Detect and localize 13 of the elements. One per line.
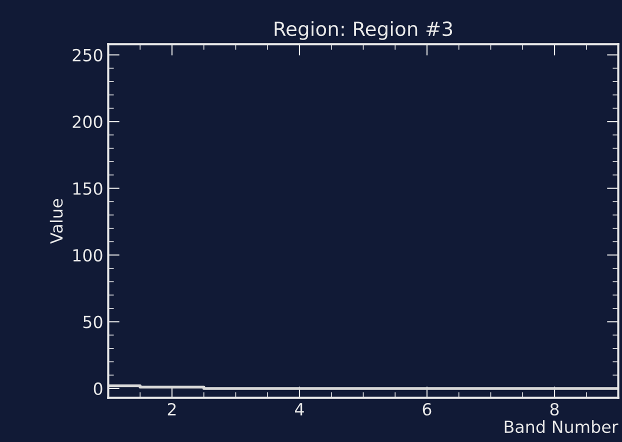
x-tick-label: 8 — [550, 402, 559, 416]
y-tick-label: 0 — [94, 382, 102, 396]
y-tick-label: 50 — [83, 316, 102, 328]
x-tick-label: 6 — [422, 402, 432, 416]
y-tick-label: 100 — [73, 248, 102, 262]
y-tick-label: 150 — [73, 182, 102, 195]
x-axis-title: Band Number — [504, 420, 618, 434]
y-axis-title: Value — [50, 199, 63, 244]
x-tick-label: 2 — [168, 402, 176, 416]
y-tick-label: 250 — [72, 48, 102, 62]
y-tick-label: 200 — [72, 116, 102, 128]
x-tick-label: 4 — [295, 403, 304, 416]
chart-title: Region: Region #3 — [274, 21, 452, 40]
